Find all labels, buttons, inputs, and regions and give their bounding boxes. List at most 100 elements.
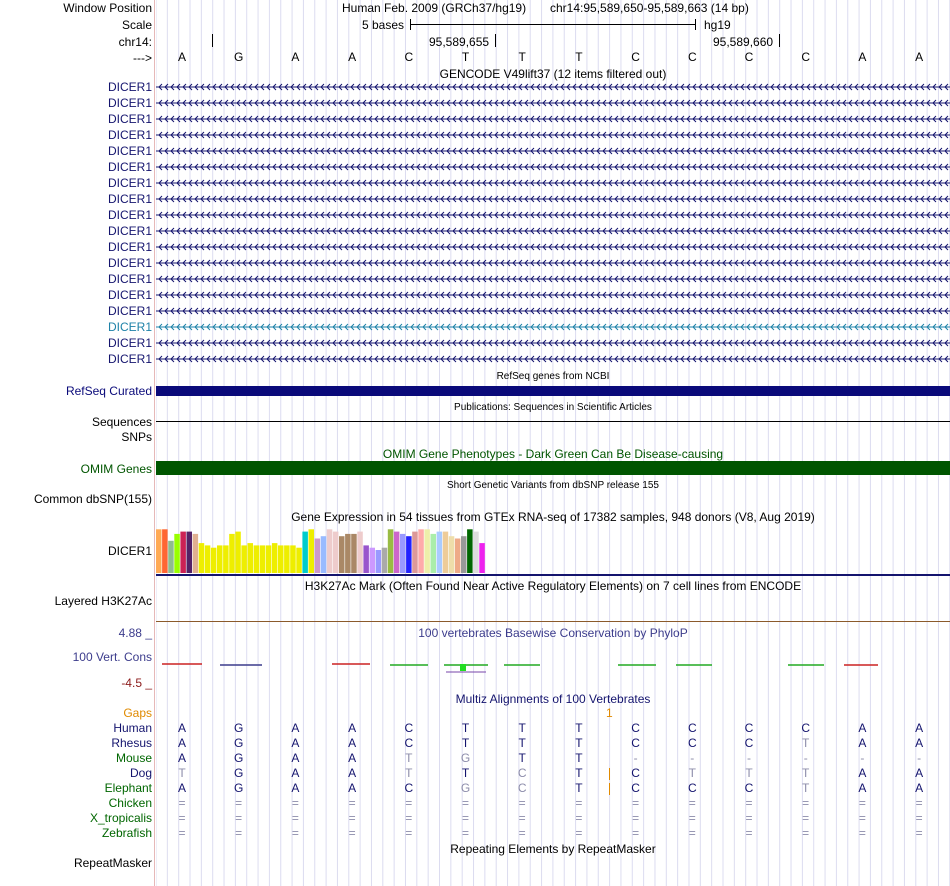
- strand-chevron: [476, 339, 481, 347]
- gencode-transcript-label[interactable]: DICER1: [107, 160, 152, 174]
- strand-chevron: [512, 243, 517, 251]
- omim-title[interactable]: OMIM Gene Phenotypes - Dark Green Can Be…: [382, 447, 724, 461]
- gencode-transcript-line[interactable]: [156, 304, 950, 318]
- strand-chevron: [920, 275, 925, 283]
- strand-chevron: [338, 307, 343, 315]
- publications-title[interactable]: Publications: Sequences in Scientific Ar…: [454, 402, 652, 413]
- gencode-transcript-line[interactable]: [156, 320, 950, 334]
- multiz-species-label[interactable]: Rhesus: [111, 736, 152, 750]
- multiz-base: =: [802, 796, 810, 810]
- omim-label[interactable]: OMIM Genes: [80, 462, 152, 476]
- conservation-title[interactable]: 100 vertebrates Basewise Conservation by…: [418, 626, 688, 640]
- conservation-label[interactable]: 100 Vert. Cons: [72, 650, 152, 664]
- gencode-transcript-label[interactable]: DICER1: [107, 272, 152, 286]
- gtex-bar-chart[interactable]: [156, 526, 950, 578]
- strand-label[interactable]: --->: [133, 51, 152, 65]
- gencode-transcript-line[interactable]: [156, 240, 950, 254]
- gencode-transcript-label[interactable]: DICER1: [107, 192, 152, 206]
- gencode-transcript-line[interactable]: [156, 288, 950, 302]
- multiz-title[interactable]: Multiz Alignments of 100 Vertebrates: [455, 692, 651, 706]
- gencode-transcript-label[interactable]: DICER1: [107, 288, 152, 302]
- gencode-transcript-label[interactable]: DICER1: [107, 80, 152, 94]
- refseq-title[interactable]: RefSeq genes from NCBI: [496, 371, 610, 382]
- gencode-transcript-label[interactable]: DICER1: [107, 208, 152, 222]
- gencode-transcript-label[interactable]: DICER1: [107, 224, 152, 238]
- snps-label[interactable]: SNPs: [121, 430, 152, 444]
- strand-chevron: [734, 355, 739, 363]
- strand-chevron: [902, 211, 907, 219]
- multiz-species-label[interactable]: Elephant: [104, 781, 152, 795]
- gencode-title[interactable]: GENCODE V49lift37 (12 items filtered out…: [439, 67, 667, 81]
- gencode-transcript-label[interactable]: DICER1: [107, 320, 152, 334]
- gencode-transcript-label[interactable]: DICER1: [107, 112, 152, 126]
- conservation-wiggle[interactable]: [156, 655, 950, 677]
- repeatmasker-label[interactable]: RepeatMasker: [73, 856, 152, 870]
- gencode-transcript-line[interactable]: [156, 192, 950, 206]
- gencode-transcript-line[interactable]: [156, 160, 950, 174]
- strand-chevron: [398, 131, 403, 139]
- gencode-transcript-line[interactable]: [156, 208, 950, 222]
- gencode-transcript-label[interactable]: DICER1: [107, 128, 152, 142]
- strand-chevron: [338, 211, 343, 219]
- gencode-transcript-label[interactable]: DICER1: [107, 144, 152, 158]
- strand-chevron: [710, 323, 715, 331]
- strand-chevron: [614, 83, 619, 91]
- strand-chevron: [884, 243, 889, 251]
- gencode-transcript-line[interactable]: [156, 352, 950, 366]
- h3k27ac-title[interactable]: H3K27Ac Mark (Often Found Near Active Re…: [304, 579, 802, 593]
- multiz-species-label[interactable]: Mouse: [115, 751, 152, 765]
- multiz-species-label[interactable]: X_tropicalis: [89, 811, 152, 825]
- strand-chevron: [296, 243, 301, 251]
- strand-chevron: [662, 99, 667, 107]
- gencode-transcript-line[interactable]: [156, 224, 950, 238]
- gencode-transcript-line[interactable]: [156, 176, 950, 190]
- dbsnp-label[interactable]: Common dbSNP(155): [33, 492, 152, 506]
- gencode-transcript-label[interactable]: DICER1: [107, 304, 152, 318]
- h3k27ac-baseline: [156, 621, 950, 622]
- gencode-transcript-line[interactable]: [156, 128, 950, 142]
- gencode-transcript-line[interactable]: [156, 112, 950, 126]
- strand-chevron: [878, 99, 883, 107]
- gencode-transcript-label[interactable]: DICER1: [107, 336, 152, 350]
- strand-chevron: [476, 99, 481, 107]
- strand-chevron: [200, 131, 205, 139]
- multiz-species-label[interactable]: Human: [113, 721, 152, 735]
- multiz-species-label[interactable]: Zebrafish: [101, 826, 152, 840]
- refseq-gene-bar[interactable]: [156, 386, 950, 396]
- strand-chevron: [668, 243, 673, 251]
- strand-chevron: [266, 291, 271, 299]
- gencode-transcript-line[interactable]: [156, 336, 950, 350]
- strand-chevron: [164, 131, 169, 139]
- gencode-transcript-line[interactable]: [156, 256, 950, 270]
- strand-chevron: [422, 163, 427, 171]
- omim-gene-bar[interactable]: [156, 461, 950, 475]
- multiz-species-label[interactable]: Dog: [129, 766, 152, 780]
- gaps-label[interactable]: Gaps: [123, 706, 152, 720]
- dbsnp-title[interactable]: Short Genetic Variants from dbSNP releas…: [447, 480, 659, 491]
- publications-label[interactable]: Sequences: [91, 415, 152, 429]
- gencode-transcript-line[interactable]: [156, 80, 950, 94]
- gtex-label[interactable]: DICER1: [107, 544, 152, 558]
- gencode-transcript-line[interactable]: [156, 96, 950, 110]
- h3k27ac-label[interactable]: Layered H3K27Ac: [54, 594, 152, 608]
- multiz-species-label[interactable]: Chicken: [108, 796, 152, 810]
- strand-chevron: [488, 163, 493, 171]
- strand-chevron: [314, 339, 319, 347]
- gencode-transcript-label[interactable]: DICER1: [107, 256, 152, 270]
- strand-chevron: [854, 115, 859, 123]
- gencode-transcript-line[interactable]: [156, 144, 950, 158]
- gencode-transcript-line[interactable]: [156, 272, 950, 286]
- strand-chevron: [308, 131, 313, 139]
- strand-chevron: [428, 339, 433, 347]
- strand-chevron: [158, 307, 163, 315]
- gencode-transcript-label[interactable]: DICER1: [107, 240, 152, 254]
- repeatmasker-title[interactable]: Repeating Elements by RepeatMasker: [450, 842, 656, 856]
- strand-chevron: [314, 259, 319, 267]
- gencode-transcript-label[interactable]: DICER1: [107, 176, 152, 190]
- refseq-label[interactable]: RefSeq Curated: [65, 384, 152, 398]
- gtex-title[interactable]: Gene Expression in 54 tissues from GTEx …: [291, 510, 815, 524]
- gencode-transcript-label[interactable]: DICER1: [107, 96, 152, 110]
- strand-chevron: [530, 291, 535, 299]
- gencode-transcript-label[interactable]: DICER1: [107, 352, 152, 366]
- strand-chevron: [776, 355, 781, 363]
